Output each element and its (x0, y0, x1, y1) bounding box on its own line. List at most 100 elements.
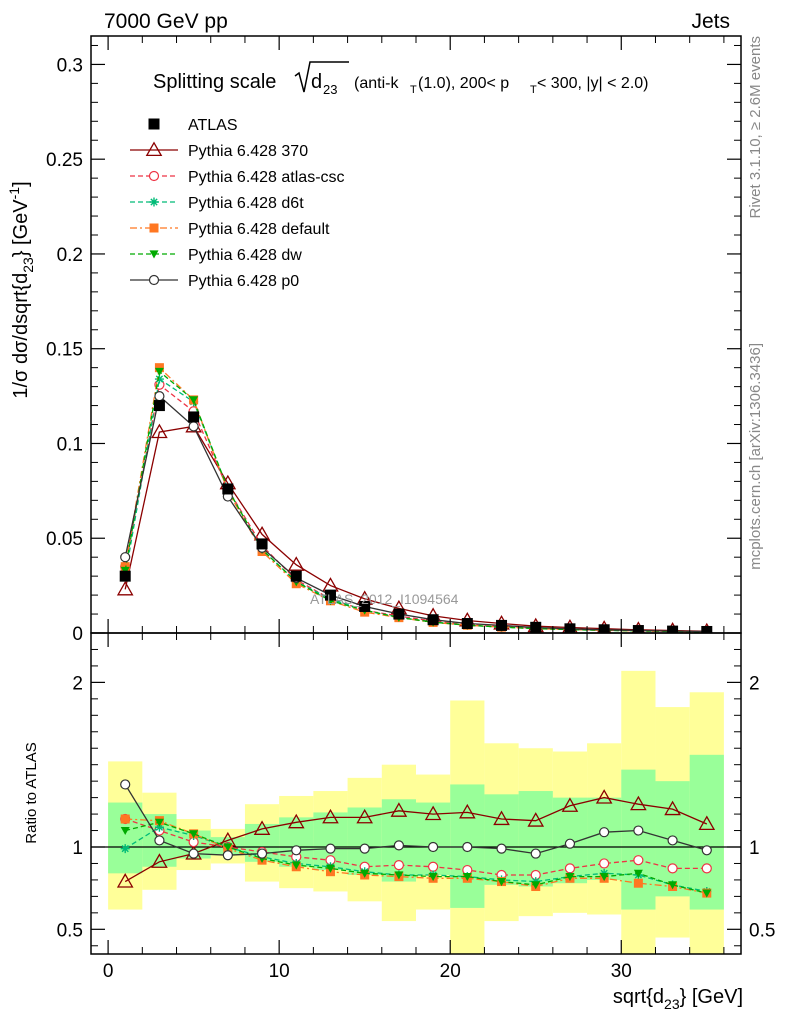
band-inner (108, 802, 143, 874)
mcplots-label: mcplots.cern.ch [arXiv:1306.3436] (747, 343, 764, 570)
title-part1: (anti-k (354, 75, 399, 92)
main-y-axis-label: 1/σ dσ/dsqrt{d23} [GeV-1] (6, 181, 36, 398)
legend-item-5: Pythia 6.428 dw (130, 247, 302, 264)
ratio-point (462, 873, 472, 882)
ratio-y-tick-label-right: 1 (749, 838, 760, 859)
data-point (632, 625, 644, 633)
ratio-point (462, 841, 473, 853)
ylabel-b-sup: -1 (6, 187, 22, 200)
data-point (189, 396, 199, 405)
data-point (188, 411, 200, 423)
main-plot-area (116, 363, 713, 633)
ratio-point (390, 802, 408, 817)
xlabel-a-sub: 23 (664, 996, 680, 1012)
ratio-point (287, 813, 305, 829)
legend-marker (149, 197, 159, 207)
data-point (154, 367, 164, 376)
legend-label: Pythia 6.428 d6t (188, 195, 304, 212)
ratio-point (599, 873, 609, 882)
watermark: ATLAS_2012_I1094564 (310, 591, 459, 607)
x-tick-label: 10 (269, 961, 290, 982)
ratio-y-axis-label: Ratio to ATLAS (23, 742, 40, 843)
title-part2-sub: T (530, 84, 537, 96)
title-part2: (1.0), 200< p (418, 75, 509, 92)
data-point (322, 577, 339, 592)
legend-marker (148, 274, 160, 286)
ratio-point (667, 863, 678, 874)
data-point (116, 580, 134, 596)
ratio-series-5 (120, 779, 712, 861)
ratio-point (564, 838, 576, 849)
ratio-point (633, 878, 643, 888)
legend-marker (148, 118, 160, 130)
ratio-point (256, 848, 268, 859)
ratio-point (668, 881, 678, 890)
legend-item-1: Pythia 6.428 370 (130, 141, 308, 160)
ratio-point (154, 818, 164, 827)
title-part3: < 300, |y| < 2.0) (537, 75, 649, 92)
ratio-point (493, 810, 510, 826)
ratio-line-3 (125, 818, 707, 894)
title-radicand: d (311, 71, 322, 93)
ratio-point (120, 814, 130, 824)
legend-label: Pythia 6.428 p0 (188, 273, 299, 290)
ratio-point (222, 850, 233, 861)
ratio-point (564, 863, 576, 874)
ratio-point (424, 805, 442, 821)
y-tick-label: 0.15 (46, 340, 83, 361)
header-left: 7000 GeV pp (104, 10, 228, 33)
ratio-clipped (116, 779, 716, 898)
ratio-point (325, 864, 335, 873)
data-point (290, 570, 302, 582)
x-axis: 0 10 20 30 (103, 36, 725, 982)
legend-item-4: Pythia 6.428 default (130, 221, 330, 238)
ratio-y-tick-label: 0.5 (57, 920, 83, 941)
ratio-point (359, 843, 370, 854)
svg-text:1/σ dσ/dsqrt{d23} [GeV-1]: 1/σ dσ/dsqrt{d23} [GeV-1] (6, 181, 36, 398)
ratio-point (360, 869, 370, 878)
ratio-line-5 (124, 784, 707, 856)
ratio-point (428, 841, 439, 853)
ratio-point (633, 869, 643, 878)
y-tick-label: 0.25 (46, 150, 83, 171)
ratio-point (394, 871, 404, 880)
ylabel-c: ] (10, 181, 32, 187)
ratio-y-axis: 0.5 0.5 1 1 2 2 (57, 648, 775, 947)
ratio-point (633, 825, 644, 836)
legend-label: Pythia 6.428 default (188, 221, 330, 238)
legend-marker (149, 223, 159, 233)
ratio-point (458, 803, 476, 819)
x-axis-label: sqrt{d23} [GeV] (613, 986, 743, 1012)
ratio-line-4 (125, 821, 707, 894)
ratio-uncertainty-bands (91, 670, 741, 954)
data-point (564, 623, 576, 633)
ratio-point (496, 843, 507, 854)
main-y-axis: 0 0.05 0.1 0.15 0.2 0.25 0.3 (46, 44, 741, 645)
data-point (188, 421, 199, 432)
data-point (151, 423, 168, 439)
ratio-point (565, 873, 575, 882)
data-point (154, 390, 165, 402)
ratio-point (599, 827, 610, 838)
ratio-point (325, 843, 336, 854)
ratio-point (151, 853, 168, 868)
ratio-point (393, 860, 404, 871)
ratio-panel: 0.5 0.5 1 1 2 2 0 10 20 30 Ratio to ATLAS sqrt{d… (23, 36, 775, 1012)
data-point (119, 570, 131, 582)
ylabel-a: 1/σ dσ/dsqrt{d (10, 273, 32, 399)
y-tick-label: 0.3 (57, 55, 83, 76)
sqrt-sign (294, 61, 349, 93)
data-point (598, 624, 610, 633)
ylabel-a-sub: 23 (20, 257, 36, 273)
legend-marker (145, 141, 163, 157)
ratio-point (664, 800, 681, 816)
rivet-version-label: Rivet 3.1.10, ≥ 2.6M events (747, 36, 764, 219)
ratio-point (701, 863, 712, 874)
ratio-point (595, 789, 613, 804)
y-tick-label: 0.2 (57, 245, 83, 266)
x-tick-label: 30 (611, 961, 632, 982)
data-point (461, 618, 473, 630)
ratio-point (428, 861, 439, 872)
header-right: Jets (691, 10, 730, 33)
